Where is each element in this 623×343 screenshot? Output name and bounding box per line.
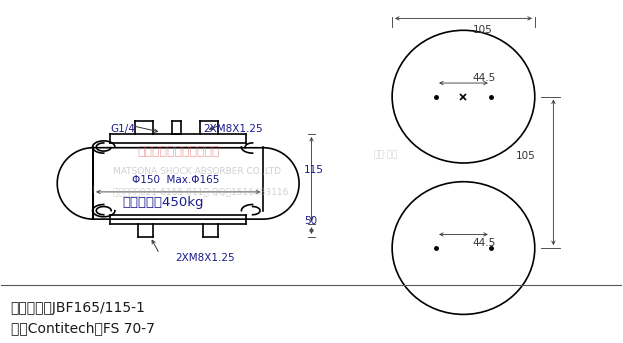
Text: 50: 50 — [304, 216, 317, 226]
Text: 欧总:刘总: 欧总:刘总 — [374, 150, 398, 159]
Text: 产品型号：JBF165/115-1: 产品型号：JBF165/115-1 — [11, 300, 146, 315]
Text: 最大承载：450kg: 最大承载：450kg — [122, 196, 204, 209]
Text: Φ150  Max.Φ165: Φ150 Max.Φ165 — [131, 175, 219, 185]
Text: G1/4: G1/4 — [110, 124, 135, 134]
Text: 105: 105 — [516, 151, 536, 161]
Text: 2XM8X1.25: 2XM8X1.25 — [203, 124, 262, 134]
Text: 115: 115 — [304, 165, 324, 175]
Text: 105: 105 — [473, 25, 493, 35]
Text: 上海松夏抑震器有限公司: 上海松夏抑震器有限公司 — [138, 145, 221, 157]
Text: 2XM8X1.25: 2XM8X1.25 — [175, 253, 235, 263]
Text: 44.5: 44.5 — [473, 238, 496, 248]
Text: MATSONA SHOCK ABSORBER CO.,LTD: MATSONA SHOCK ABSORBER CO.,LTD — [113, 167, 281, 176]
Text: 联系方式：021-6155 011， QQ：1516483116: 联系方式：021-6155 011， QQ：1516483116 — [113, 187, 288, 197]
Text: 44.5: 44.5 — [473, 73, 496, 83]
Text: 对应Contitech：FS 70-7: 对应Contitech：FS 70-7 — [11, 321, 155, 335]
